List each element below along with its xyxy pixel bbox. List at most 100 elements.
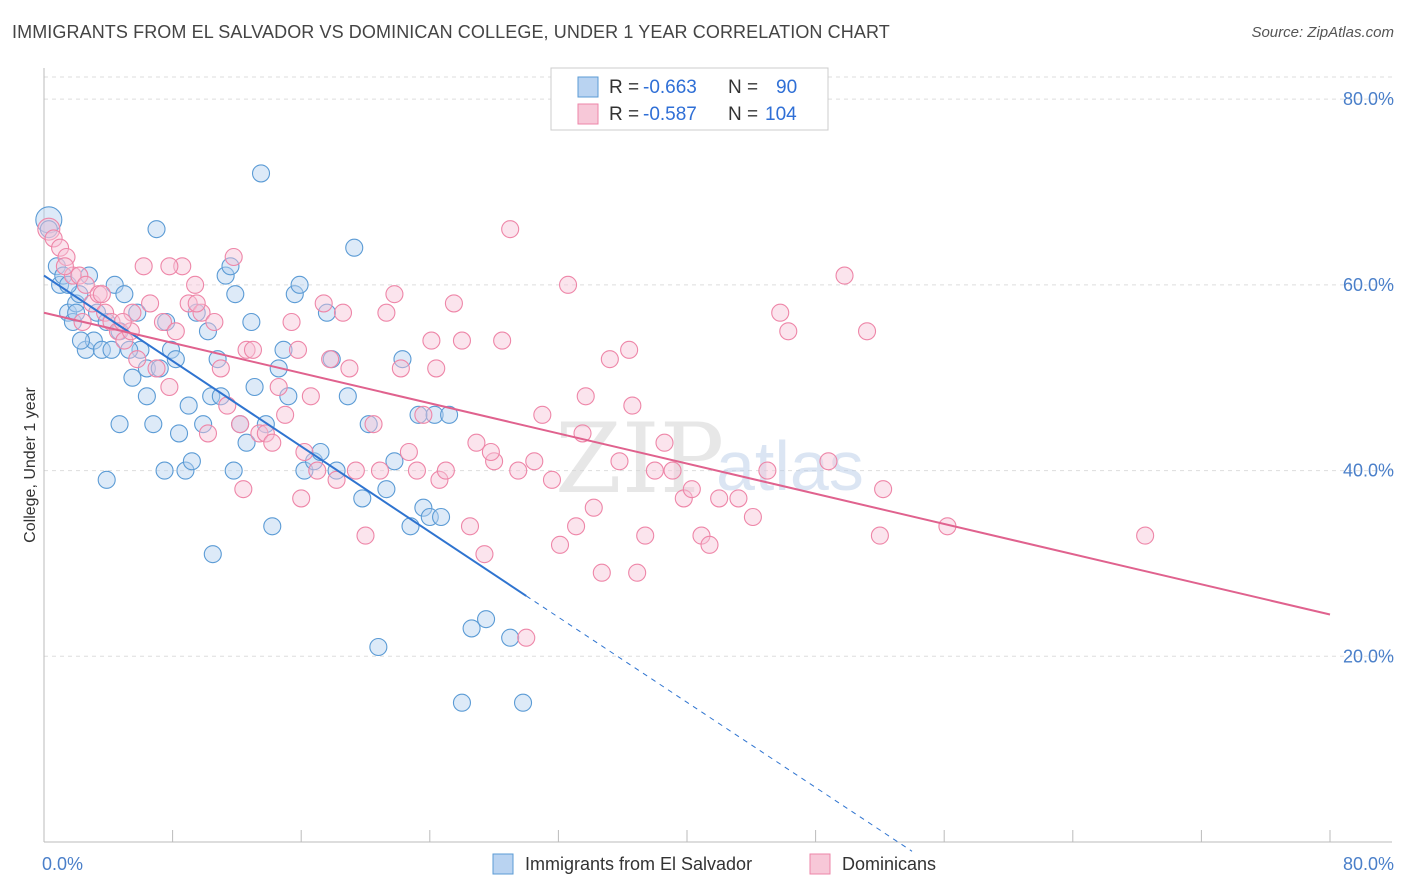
- point-dominican-38: [282, 312, 301, 332]
- point-dominican-115: [481, 442, 500, 462]
- grid: [44, 76, 1392, 657]
- point-el-salvador-66: [393, 350, 412, 369]
- trend-line-dominican: [43, 311, 1331, 616]
- point-dominican-91: [700, 535, 719, 554]
- point-dominican-117: [623, 396, 642, 415]
- point-el-salvador-4: [54, 266, 73, 285]
- point-el-salvador-53: [295, 461, 314, 480]
- y-tick-label-40: 40.0%: [1343, 461, 1394, 481]
- point-el-salvador-79: [203, 545, 222, 564]
- point-el-salvador-38: [216, 266, 235, 285]
- point-dominican-52: [377, 303, 396, 322]
- point-dominican-58: [422, 331, 441, 350]
- point-dominican-101: [874, 480, 893, 499]
- point-dominican-106: [160, 257, 179, 276]
- point-dominican-6: [76, 275, 95, 294]
- point-el-salvador-22: [137, 359, 156, 378]
- point-dominican-42: [308, 461, 327, 480]
- point-el-salvador-23: [144, 415, 163, 434]
- point-dominican-7: [83, 294, 102, 313]
- legend-n-label-2: N =: [728, 104, 758, 125]
- point-el-salvador-75: [462, 619, 481, 638]
- point-dominican-67: [493, 331, 512, 350]
- point-el-salvador-16: [105, 275, 124, 294]
- point-el-salvador-65: [385, 452, 404, 471]
- point-dominican-61: [444, 294, 463, 313]
- point-dominican-92: [710, 489, 729, 508]
- point-dominican-95: [758, 461, 777, 480]
- point-dominican-93: [729, 489, 748, 508]
- point-dominican-109: [92, 285, 111, 304]
- point-dominican-71: [525, 452, 544, 471]
- point-el-salvador-80: [179, 396, 198, 415]
- point-dominican-98: [819, 452, 838, 471]
- x-tick-label-80: 80.0%: [1343, 854, 1394, 874]
- point-el-salvador-27: [161, 340, 181, 359]
- point-el-salvador-13: [92, 340, 111, 359]
- point-dominican-29: [224, 247, 243, 267]
- watermark-atlas: atlas: [716, 427, 864, 505]
- point-el-salvador-60: [345, 238, 364, 257]
- point-el-salvador-30: [176, 461, 195, 480]
- point-el-salvador-77: [501, 628, 520, 647]
- point-el-salvador-31: [182, 452, 201, 471]
- point-dominican-30: [231, 415, 250, 434]
- source-label: Source: ZipAtlas.com: [1251, 24, 1394, 41]
- point-dominican-37: [276, 405, 295, 424]
- point-el-salvador-34: [198, 322, 218, 341]
- point-dominican-0: [37, 217, 61, 241]
- point-el-salvador-87: [155, 461, 174, 480]
- point-el-salvador-50: [279, 387, 298, 406]
- point-el-salvador-45: [251, 164, 271, 183]
- point-el-salvador-78: [513, 693, 533, 712]
- point-dominican-84: [636, 526, 655, 545]
- point-dominican-85: [645, 461, 664, 480]
- point-dominican-40: [295, 442, 314, 462]
- point-dominican-94: [743, 507, 762, 527]
- point-dominican-81: [610, 452, 629, 471]
- point-el-salvador-43: [242, 312, 261, 332]
- point-dominican-104: [1136, 526, 1155, 545]
- watermark-zip: ZIP: [555, 403, 724, 515]
- point-el-salvador-40: [226, 285, 245, 304]
- point-dominican-79: [592, 563, 611, 582]
- point-el-salvador-51: [285, 285, 304, 304]
- point-dominican-1: [44, 229, 63, 248]
- bottom-legend-label-pink: Dominicans: [842, 854, 936, 874]
- point-dominican-87: [663, 461, 682, 480]
- point-dominican-51: [370, 461, 390, 480]
- point-dominican-83: [628, 563, 647, 582]
- point-el-salvador-29: [169, 424, 189, 443]
- point-dominican-50: [364, 415, 383, 434]
- bottom-legend-swatch-pink: [809, 853, 831, 875]
- point-dominican-21: [173, 257, 192, 276]
- legend-n-label-1: N =: [728, 77, 758, 98]
- point-el-salvador-20: [128, 303, 147, 322]
- point-el-salvador-0: [35, 206, 63, 234]
- point-el-salvador-63: [369, 637, 388, 657]
- point-dominican-53: [385, 285, 404, 304]
- point-dominican-80: [600, 350, 619, 369]
- point-dominican-63: [460, 517, 480, 536]
- bottom-legend: Immigrants from El Salvador Dominicans: [492, 853, 936, 875]
- point-dominican-47: [340, 359, 359, 378]
- point-el-salvador-85: [71, 331, 91, 350]
- point-dominican-97: [779, 322, 798, 341]
- point-dominican-57: [414, 405, 433, 424]
- point-dominican-107: [55, 257, 74, 276]
- trend-line-el-salvador: [43, 274, 527, 597]
- point-dominican-78: [584, 498, 603, 517]
- point-el-salvador-73: [440, 405, 459, 424]
- trend-lines: [43, 274, 1331, 852]
- y-tick-label-20: 20.0%: [1343, 646, 1394, 666]
- point-el-salvador-47: [263, 517, 282, 536]
- point-dominican-49: [356, 526, 375, 545]
- point-dominican-60: [436, 461, 455, 480]
- point-dominican-16: [141, 294, 160, 313]
- y-tick-label-60: 60.0%: [1343, 275, 1394, 295]
- point-dominican-9: [96, 303, 115, 322]
- point-el-salvador-42: [237, 433, 256, 452]
- legend-swatch-pink: [577, 103, 599, 125]
- point-dominican-111: [187, 294, 206, 313]
